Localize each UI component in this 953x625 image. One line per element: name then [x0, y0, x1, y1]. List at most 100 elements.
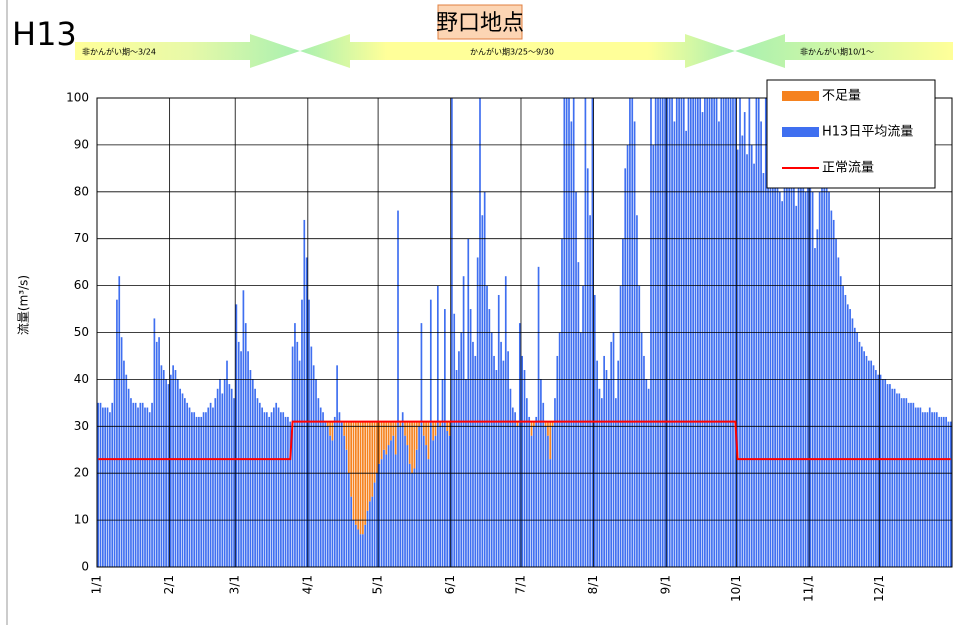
bar: [195, 416, 198, 567]
bar-segment: [399, 421, 402, 427]
bar: [554, 398, 556, 567]
bar: [106, 407, 109, 567]
bar: [858, 341, 861, 567]
bar: [718, 121, 720, 567]
bar: [886, 384, 889, 567]
bar: [835, 238, 837, 567]
bar: [291, 346, 294, 567]
bar: [141, 402, 144, 567]
bar: [448, 435, 451, 567]
legend-label: 正常流量: [822, 161, 874, 176]
bar: [446, 430, 449, 567]
bar-segment: [404, 421, 406, 436]
y-tick-label: 40: [74, 372, 89, 386]
y-tick-label: 10: [74, 513, 89, 527]
bar: [99, 402, 102, 567]
bar: [774, 168, 776, 567]
bar: [209, 402, 212, 567]
bar-segment: [544, 421, 547, 427]
bar: [905, 398, 908, 567]
bar-segment: [427, 421, 430, 460]
bar: [322, 412, 324, 567]
bar: [324, 421, 327, 567]
bar-segment: [387, 421, 390, 446]
bar: [294, 323, 296, 567]
bar: [518, 323, 521, 567]
bar: [919, 407, 922, 567]
bar-segment: [371, 421, 374, 497]
bar-segment: [392, 421, 395, 436]
bar: [221, 393, 224, 567]
bar: [275, 402, 278, 567]
bar: [556, 355, 559, 567]
bar: [530, 435, 533, 567]
bar: [511, 407, 514, 567]
bar: [825, 182, 828, 568]
bar: [947, 421, 950, 567]
bar: [458, 351, 460, 567]
bar: [354, 524, 357, 567]
bar: [903, 398, 905, 567]
bar: [123, 360, 125, 567]
bar: [467, 238, 470, 567]
bar: [509, 388, 512, 567]
bar: [685, 130, 687, 567]
bar: [781, 201, 784, 567]
bar: [137, 407, 139, 567]
bar-segment: [551, 421, 554, 427]
bar: [516, 426, 519, 567]
bar: [345, 449, 348, 567]
bar: [111, 402, 114, 567]
bar: [413, 468, 416, 567]
bar-segment: [411, 421, 413, 474]
period-arrow: [75, 34, 300, 68]
bar: [879, 374, 882, 567]
bar: [870, 360, 873, 567]
bar: [472, 341, 474, 567]
bar: [397, 210, 399, 567]
bar: [823, 144, 826, 567]
bar-segment: [352, 421, 355, 521]
bar: [469, 309, 472, 567]
bar: [853, 327, 856, 567]
bar: [643, 355, 645, 567]
bar: [273, 407, 275, 567]
bar: [242, 290, 245, 567]
bar: [800, 154, 802, 567]
bar: [500, 341, 502, 567]
bar: [624, 168, 627, 567]
bar: [338, 412, 341, 567]
y-tick-label: 70: [74, 231, 89, 245]
bar: [312, 365, 315, 567]
bar: [336, 365, 338, 567]
bar: [296, 341, 299, 567]
y-tick-label: 0: [81, 560, 89, 574]
bar: [319, 407, 322, 567]
bar: [872, 365, 875, 567]
bar: [900, 398, 903, 567]
bar: [284, 416, 287, 567]
x-tick-label: 12/1: [872, 575, 886, 602]
bar: [617, 360, 620, 567]
bar: [366, 510, 369, 567]
bar: [362, 534, 364, 567]
bar: [249, 370, 252, 567]
bar-segment: [418, 421, 420, 427]
bar: [212, 407, 214, 567]
bar: [935, 412, 938, 567]
bar: [118, 276, 121, 567]
bar: [392, 435, 395, 567]
bar: [849, 309, 851, 567]
bar-segment: [530, 421, 533, 436]
bar: [914, 407, 917, 567]
bar: [814, 248, 816, 567]
bar: [254, 388, 256, 567]
bar-segment: [373, 421, 376, 483]
bar: [427, 459, 430, 567]
bar: [207, 407, 210, 567]
bar: [851, 318, 854, 567]
bar: [579, 332, 582, 567]
period-arrow: [300, 34, 735, 68]
bar: [439, 426, 442, 567]
